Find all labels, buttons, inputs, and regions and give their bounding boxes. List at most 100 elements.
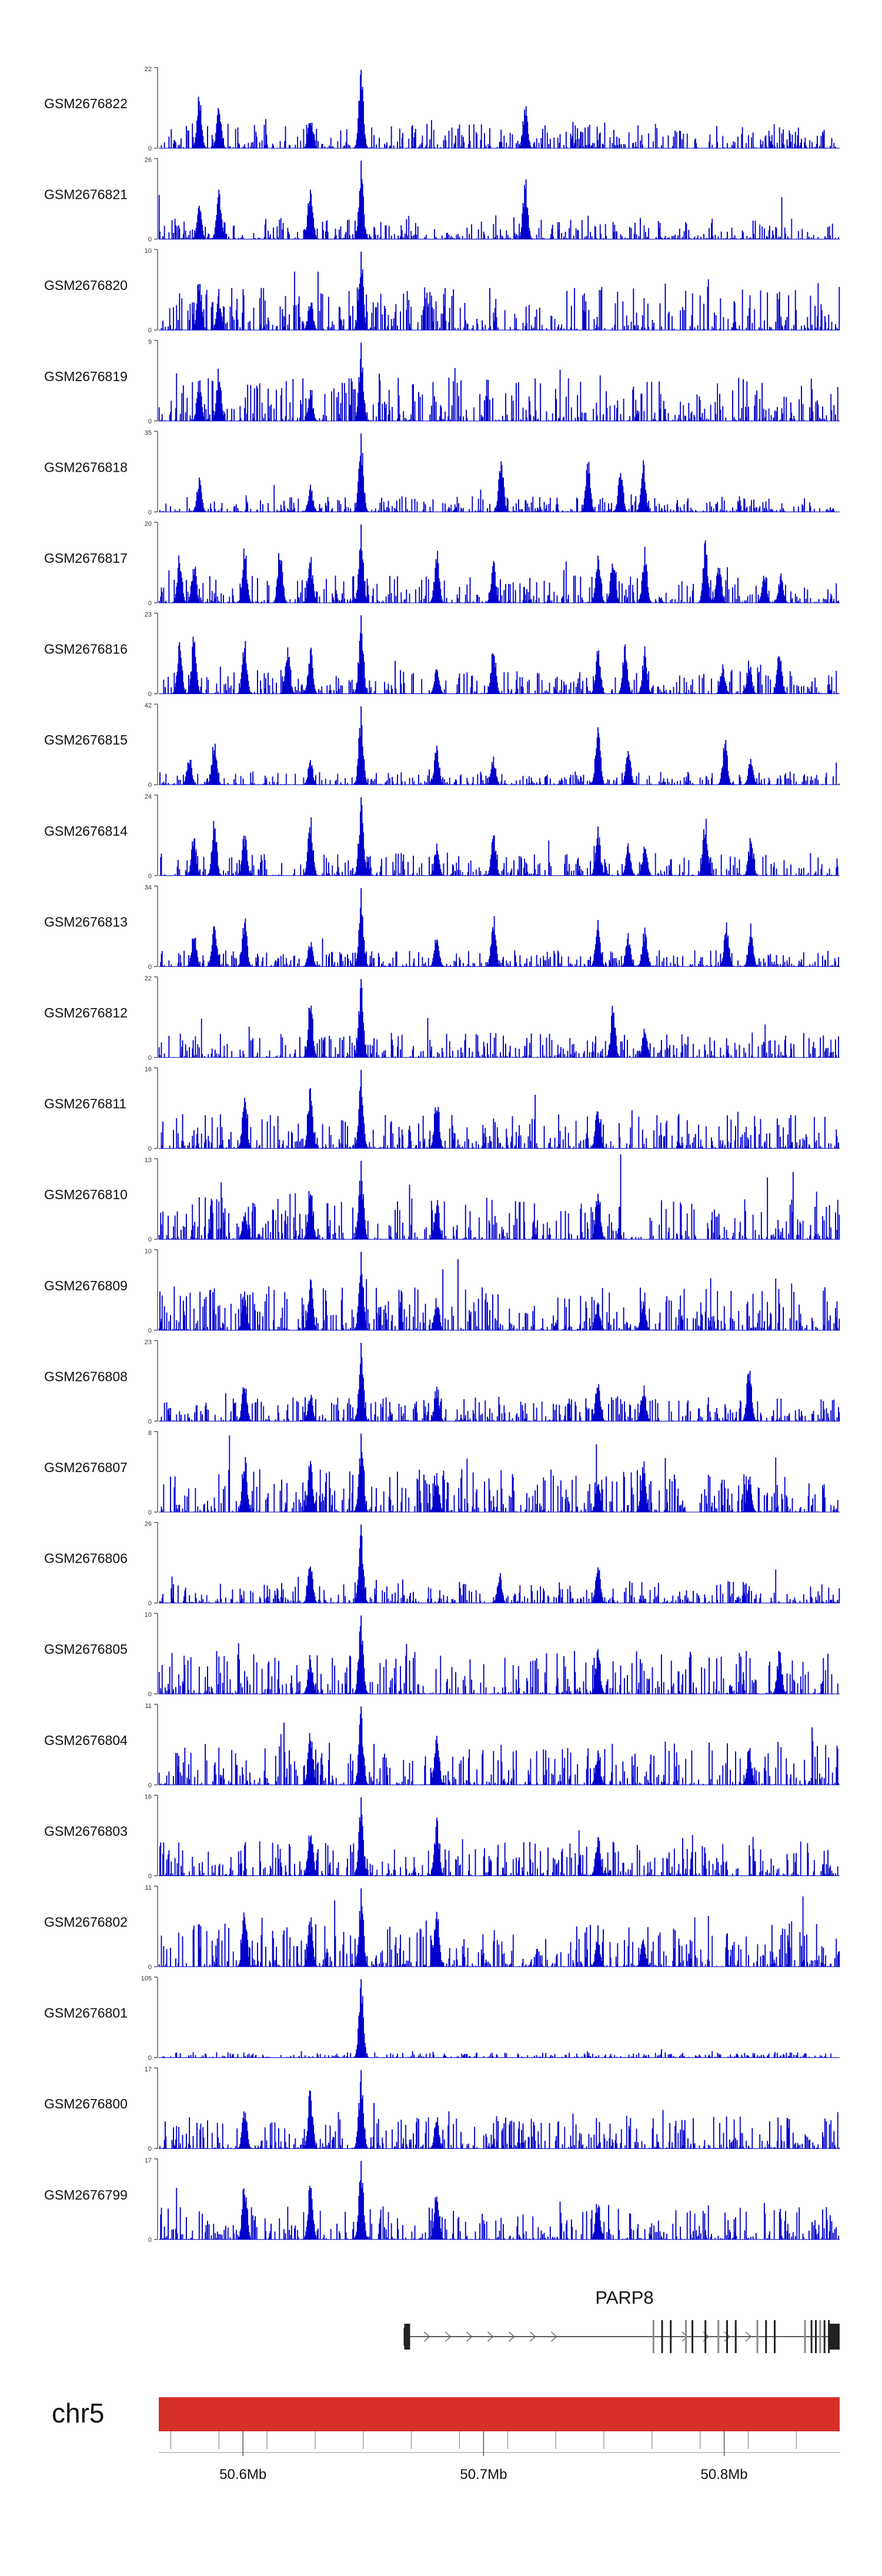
x-tick-label: 50.6Mb — [219, 2467, 266, 2482]
x-tick-label: 50.8Mb — [701, 2467, 748, 2482]
y-max-label: 11 — [145, 1703, 152, 1710]
y-min-label: 0 — [148, 1509, 152, 1516]
chromosome-label: chr5 — [52, 2398, 104, 2428]
y-max-label: 34 — [145, 884, 152, 891]
y-min-label: 0 — [148, 1327, 152, 1334]
y-max-label: 26 — [145, 1521, 152, 1528]
track-label-GSM2676822: GSM2676822 — [44, 96, 128, 111]
track-label-GSM2676801: GSM2676801 — [44, 2006, 128, 2021]
gene-exon — [828, 2320, 830, 2353]
track-label-GSM2676812: GSM2676812 — [44, 1005, 128, 1020]
track-label-GSM2676820: GSM2676820 — [44, 278, 128, 293]
strand-arrow — [724, 2331, 730, 2342]
y-min-label: 0 — [148, 2055, 152, 2062]
gene-exon — [814, 2320, 817, 2353]
coverage-area-GSM2676801 — [159, 1979, 840, 2058]
strand-arrow — [509, 2331, 515, 2342]
y-min-label: 0 — [148, 418, 152, 425]
coverage-area-GSM2676820 — [159, 251, 840, 331]
track-label-GSM2676805: GSM2676805 — [44, 1641, 128, 1657]
track-label-GSM2676808: GSM2676808 — [44, 1369, 128, 1384]
track-label-GSM2676811: GSM2676811 — [44, 1096, 126, 1112]
coverage-area-GSM2676805 — [158, 1615, 840, 1694]
y-min-label: 0 — [148, 691, 152, 698]
strand-arrow — [487, 2331, 494, 2342]
gene-exon — [726, 2320, 729, 2353]
y-max-label: 10 — [145, 248, 152, 255]
strand-arrow — [530, 2331, 536, 2342]
track-label-GSM2676803: GSM2676803 — [44, 1823, 128, 1838]
y-min-label: 0 — [148, 1600, 152, 1607]
y-max-label: 35 — [145, 429, 152, 436]
track-label-GSM2676816: GSM2676816 — [44, 642, 128, 657]
y-max-label: 42 — [145, 702, 152, 709]
y-min-label: 0 — [148, 145, 152, 152]
gene-exon-first — [404, 2324, 410, 2350]
y-max-label: 10 — [145, 1611, 152, 1619]
gene-exon — [756, 2320, 759, 2353]
y-max-label: 105 — [141, 1976, 152, 1983]
coverage-area-GSM2676804 — [158, 1706, 840, 1786]
y-max-label: 13 — [145, 1157, 152, 1164]
y-min-label: 0 — [148, 1782, 152, 1789]
coverage-area-GSM2676821 — [158, 161, 840, 239]
track-label-GSM2676815: GSM2676815 — [44, 732, 128, 748]
coverage-area-GSM2676813 — [159, 888, 840, 967]
coverage-area-GSM2676807 — [159, 1433, 840, 1513]
track-label-GSM2676821: GSM2676821 — [44, 187, 128, 202]
gene-exon — [717, 2320, 720, 2353]
coverage-area-GSM2676808 — [159, 1343, 840, 1422]
y-min-label: 0 — [148, 1236, 152, 1243]
coverage-area-GSM2676800 — [158, 2070, 840, 2149]
gene-exon — [652, 2320, 654, 2353]
track-label-GSM2676799: GSM2676799 — [44, 2187, 128, 2203]
y-min-label: 0 — [148, 327, 152, 334]
gene-exon — [691, 2320, 694, 2353]
y-min-label: 0 — [148, 1055, 152, 1062]
coverage-area-GSM2676799 — [159, 2161, 840, 2240]
track-label-GSM2676817: GSM2676817 — [44, 550, 128, 566]
coverage-area-GSM2676803 — [159, 1797, 840, 1876]
gene-exon — [823, 2320, 826, 2353]
y-min-label: 0 — [148, 1418, 152, 1425]
x-tick-label: 50.7Mb — [460, 2467, 507, 2482]
strand-arrow — [551, 2331, 557, 2342]
track-label-GSM2676800: GSM2676800 — [44, 2096, 128, 2111]
coverage-area-GSM2676817 — [158, 524, 840, 603]
y-max-label: 10 — [145, 1248, 152, 1255]
y-min-label: 0 — [148, 1964, 152, 1971]
y-max-label: 11 — [145, 1884, 152, 1891]
y-max-label: 16 — [145, 1066, 152, 1073]
coverage-area-GSM2676810 — [158, 1154, 840, 1240]
track-label-GSM2676807: GSM2676807 — [44, 1460, 128, 1475]
coverage-area-GSM2676818 — [159, 433, 840, 512]
y-max-label: 16 — [145, 1793, 152, 1800]
gene-exon — [685, 2320, 687, 2353]
gene-exon — [765, 2320, 767, 2353]
coverage-area-GSM2676809 — [158, 1252, 840, 1331]
y-min-label: 0 — [148, 509, 152, 516]
y-max-label: 22 — [145, 66, 152, 73]
gene-exon — [704, 2320, 707, 2353]
y-min-label: 0 — [148, 963, 152, 970]
y-min-label: 0 — [148, 1873, 152, 1880]
y-max-label: 9 — [148, 339, 152, 346]
coverage-area-GSM2676816 — [159, 615, 840, 694]
chromosome-ideogram — [159, 2397, 840, 2431]
y-min-label: 0 — [148, 236, 152, 243]
y-max-label: 8 — [148, 1430, 152, 1437]
gene-exon — [774, 2320, 776, 2353]
y-max-label: 17 — [145, 2157, 152, 2164]
y-min-label: 0 — [148, 1691, 152, 1698]
y-max-label: 23 — [145, 1339, 152, 1346]
gene-exon — [804, 2320, 806, 2353]
track-label-GSM2676806: GSM2676806 — [44, 1551, 128, 1566]
track-label-GSM2676813: GSM2676813 — [44, 914, 128, 929]
y-min-label: 0 — [148, 1146, 152, 1153]
gene-exon-last — [829, 2324, 840, 2350]
y-min-label: 0 — [148, 600, 152, 607]
strand-arrow — [466, 2331, 473, 2342]
strand-arrow — [681, 2331, 688, 2342]
